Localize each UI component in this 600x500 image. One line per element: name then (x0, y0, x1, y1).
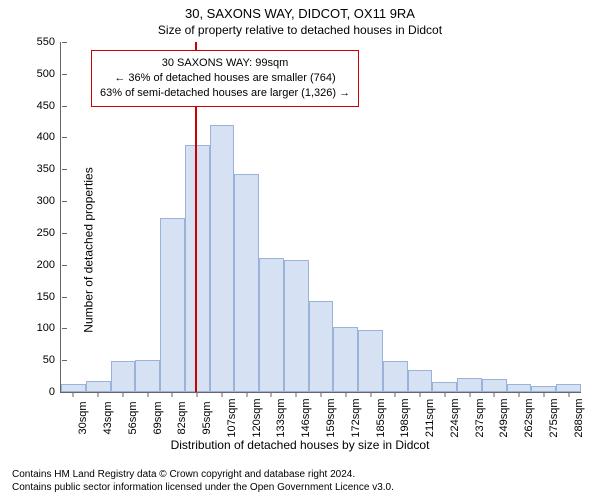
histogram-bar (457, 378, 482, 392)
x-tick-label: 262sqm (519, 398, 535, 437)
x-tick-label: 120sqm (247, 398, 263, 437)
histogram-bar (383, 361, 408, 392)
plot-area: 05010015020025030035040045050055030sqm43… (60, 42, 581, 393)
histogram-bar (408, 370, 433, 392)
x-tick-label: 82sqm (172, 401, 188, 434)
chart-title-address: 30, SAXONS WAY, DIDCOT, OX11 9RA (0, 0, 600, 21)
histogram-bar (210, 125, 235, 392)
y-tick-label: 50 (25, 354, 61, 366)
x-tick-label: 95sqm (197, 401, 213, 434)
x-tick-label: 275sqm (544, 398, 560, 437)
y-tick-label: 300 (25, 195, 61, 207)
y-tick-label: 250 (25, 227, 61, 239)
x-tick-label: 237sqm (470, 398, 486, 437)
x-tick-label: 30sqm (73, 401, 89, 434)
histogram-bar (531, 386, 556, 392)
x-tick-label: 185sqm (371, 398, 387, 437)
histogram-bar (432, 382, 457, 392)
x-tick-label: 107sqm (222, 398, 238, 437)
histogram-bar (135, 360, 160, 392)
histogram-bar (556, 384, 581, 392)
y-tick-label: 150 (25, 291, 61, 303)
x-tick-label: 198sqm (395, 398, 411, 437)
x-tick-label: 288sqm (569, 398, 585, 437)
x-tick-label: 249sqm (494, 398, 510, 437)
x-tick-label: 133sqm (271, 398, 287, 437)
x-tick-label: 172sqm (346, 398, 362, 437)
x-tick-label: 56sqm (123, 401, 139, 434)
histogram-bar (234, 174, 259, 392)
histogram-bar (358, 330, 383, 392)
chart-container: { "title_line1": "30, SAXONS WAY, DIDCOT… (0, 0, 600, 500)
y-tick-label: 550 (25, 36, 61, 48)
histogram-bar (284, 260, 309, 392)
y-tick-label: 450 (25, 100, 61, 112)
annotation-line: 63% of semi-detached houses are larger (… (100, 86, 350, 101)
histogram-bar (111, 361, 136, 392)
x-tick-label: 211sqm (420, 399, 436, 437)
histogram-bar (86, 381, 111, 392)
y-tick-label: 350 (25, 163, 61, 175)
histogram-bar (507, 384, 532, 392)
x-tick-label: 43sqm (98, 401, 114, 434)
y-tick-label: 500 (25, 68, 61, 80)
chart-subtitle: Size of property relative to detached ho… (0, 21, 600, 37)
footer-line: Contains public sector information licen… (12, 481, 394, 494)
histogram-bar (259, 258, 284, 392)
annotation-box: 30 SAXONS WAY: 99sqm← 36% of detached ho… (91, 50, 359, 107)
x-tick-label: 69sqm (148, 401, 164, 434)
x-tick-label: 224sqm (445, 398, 461, 437)
x-tick-label: 146sqm (296, 398, 312, 437)
x-axis-label: Distribution of detached houses by size … (0, 438, 600, 452)
annotation-line: ← 36% of detached houses are smaller (76… (100, 71, 350, 86)
y-tick-label: 400 (25, 131, 61, 143)
y-tick-label: 100 (25, 322, 61, 334)
histogram-bar (61, 384, 86, 392)
y-tick-label: 0 (25, 386, 61, 398)
x-tick-label: 159sqm (321, 398, 337, 437)
histogram-bar (160, 218, 185, 392)
attribution-footer: Contains HM Land Registry data © Crown c… (12, 468, 394, 494)
histogram-bar (333, 327, 358, 392)
y-tick-label: 200 (25, 259, 61, 271)
histogram-bar (482, 379, 507, 392)
histogram-bar (309, 301, 334, 392)
footer-line: Contains HM Land Registry data © Crown c… (12, 468, 394, 481)
annotation-line: 30 SAXONS WAY: 99sqm (100, 56, 350, 71)
